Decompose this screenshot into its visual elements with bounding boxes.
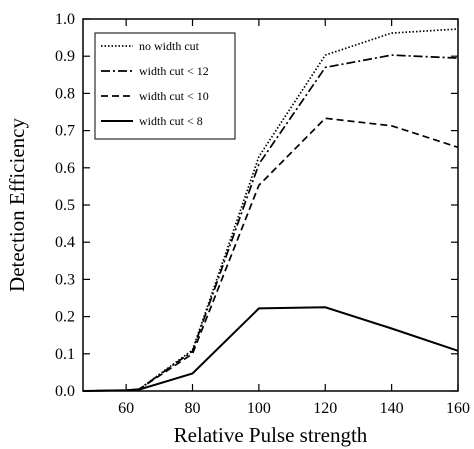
y-tick-label: 0.3 [55,271,75,288]
x-tick-label: 80 [185,400,201,417]
y-tick-label: 0.2 [55,309,75,326]
series-layer [82,28,459,392]
legend-label: width cut < 12 [139,64,209,78]
y-axis-label: Detection Efficiency [5,118,29,292]
x-tick-label: 160 [446,400,470,417]
y-tick-label: 0.0 [55,383,75,400]
x-tick-label: 120 [313,400,337,417]
x-axis-label: Relative Pulse strength [174,423,368,447]
legend-label: width cut < 8 [139,114,203,128]
x-axis: 60 80 100 120 140 160 [118,19,470,417]
y-tick-label: 0.9 [55,48,75,65]
y-tick-label: 0.6 [55,160,75,177]
y-tick-label: 1.0 [55,11,75,28]
series-line [82,54,459,392]
x-tick-label: 60 [118,400,134,417]
y-tick-label: 0.8 [55,85,75,102]
series-line [82,117,459,392]
y-axis: 0.0 0.1 0.2 0.3 0.4 0.5 0.6 0.7 0.8 0.9 1.0 [55,11,458,400]
y-tick-label: 0.5 [55,197,75,214]
x-tick-label: 140 [380,400,404,417]
series-line [82,28,459,392]
y-tick-label: 0.4 [55,234,75,251]
x-tick-label: 100 [247,400,271,417]
legend-label: no width cut [139,39,200,53]
y-tick-label: 0.1 [55,346,75,363]
legend-label: width cut < 10 [139,89,209,103]
legend: no width cut width cut < 12 width cut < 10… [94,32,236,140]
series-line [82,306,459,392]
y-tick-label: 0.7 [55,123,75,140]
